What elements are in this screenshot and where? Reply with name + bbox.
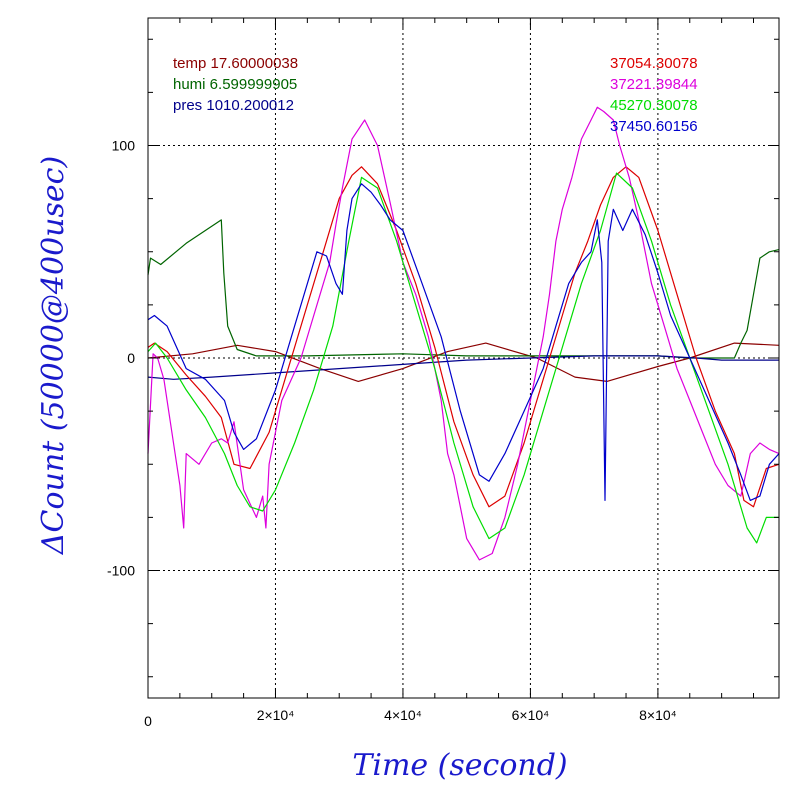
series-line-2: [147, 355, 779, 380]
y-tick-label-0: 100: [112, 138, 136, 154]
y-tick-label-1: 0: [127, 350, 135, 366]
legend: temp 17.60000038 humi 6.599999905 pres 101…: [173, 55, 698, 135]
legend-right-item-2: 45270.30078: [610, 97, 698, 114]
y-tick-label-2: -100: [107, 563, 135, 579]
legend-right-item-0: 37054.30078: [610, 55, 698, 72]
x-tick-label-3: 6×10⁴: [512, 707, 550, 723]
series-line-5: [147, 172, 779, 544]
x-tick-label-2: 4×10⁴: [384, 707, 422, 723]
ticks-layer: 0 2×10⁴ 4×10⁴ 6×10⁴ 8×10⁴ 100 0 -100: [107, 138, 677, 730]
y-axis-title: ΔCount (50000@400usec): [36, 156, 71, 555]
series-line-1: [147, 219, 780, 359]
series-line-0: [147, 342, 780, 382]
axes: [147, 17, 780, 699]
x-tick-label-4: 8×10⁴: [639, 707, 677, 723]
x-tick-label-0: 0: [144, 713, 152, 729]
legend-left-item-0: temp 17.60000038: [173, 55, 298, 72]
series-line-3: [147, 166, 780, 508]
x-tick-label-1: 2×10⁴: [257, 707, 295, 723]
series-line-6: [147, 183, 780, 501]
legend-right-item-1: 37221.39844: [610, 76, 698, 93]
series-line-4: [147, 106, 780, 561]
legend-left-item-1: humi 6.599999905: [173, 76, 297, 93]
legend-left-item-2: pres 1010.200012: [173, 97, 294, 114]
x-axis-title: Time (second): [352, 748, 567, 783]
legend-right-item-3: 37450.60156: [610, 118, 698, 135]
series-layer: [147, 106, 780, 561]
